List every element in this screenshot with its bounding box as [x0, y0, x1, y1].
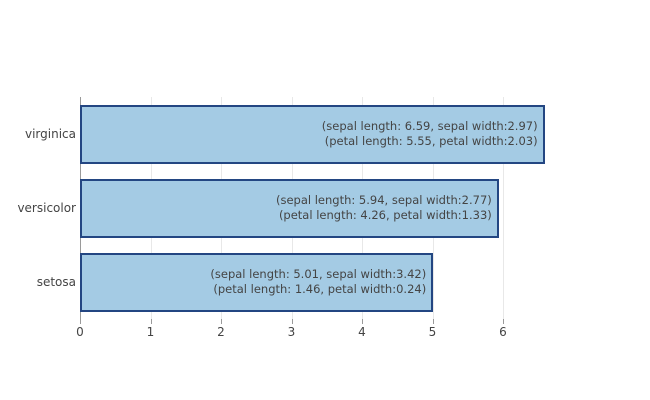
x-tick-label-0: 0 — [76, 325, 84, 339]
bar-annotation-line: (sepal length: 5.94, sepal width:2.77) — [275, 193, 492, 207]
bar-annotation-line: (petal length: 4.26, petal width:1.33) — [278, 208, 492, 222]
x-tick-label-1: 1 — [146, 325, 155, 339]
bar-annotation-line: (petal length: 5.55, petal width:2.03) — [324, 134, 538, 148]
x-tick-mark-1 — [150, 319, 152, 324]
bar-annotation-line: (sepal length: 5.01, sepal width:3.42) — [210, 267, 427, 281]
x-tick-label-2: 2 — [217, 325, 225, 339]
x-tick-label-3: 3 — [287, 325, 296, 339]
bar-annotation-line: (petal length: 1.46, petal width:0.24) — [213, 282, 427, 296]
bar-setosa: (sepal length: 5.01, sepal width:3.42) (p… — [80, 252, 434, 312]
bar-annotation-line: (sepal length: 6.59, sepal width:2.97) — [321, 119, 538, 133]
plot-area: (sepal length: 6.59, sepal width:2.97) (p… — [80, 97, 560, 319]
bar-annotation-versicolor: (sepal length: 5.94, sepal width:2.77) (p… — [276, 193, 497, 223]
x-tick-label-5: 5 — [428, 325, 437, 339]
bar-virginica: (sepal length: 6.59, sepal width:2.97) (p… — [80, 104, 545, 164]
x-tick-mark-0 — [80, 319, 81, 324]
x-tick-mark-2 — [221, 319, 222, 324]
x-tick-mark-3 — [291, 319, 293, 324]
x-tick-mark-5 — [432, 319, 434, 324]
y-tick-label-virginica: virginica — [25, 127, 76, 141]
y-tick-label-setosa: setosa — [36, 275, 76, 289]
bar-versicolor: (sepal length: 5.94, sepal width:2.77) (p… — [80, 178, 499, 238]
bar-annotation-setosa: (sepal length: 5.01, sepal width:3.42) (p… — [210, 267, 431, 297]
bar-annotation-virginica: (sepal length: 6.59, sepal width:2.97) (p… — [322, 119, 543, 149]
x-tick-label-4: 4 — [358, 325, 366, 339]
y-tick-label-versicolor: versicolor — [17, 201, 76, 215]
x-tick-label-6: 6 — [499, 325, 507, 339]
x-tick-mark-4 — [362, 319, 363, 324]
gridline-x-6 — [503, 97, 504, 319]
x-tick-mark-6 — [503, 319, 504, 324]
